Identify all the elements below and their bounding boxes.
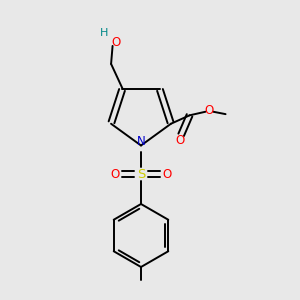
Text: O: O [175,134,184,147]
Text: S: S [137,167,145,181]
Text: O: O [204,104,214,117]
Text: N: N [136,135,146,148]
Text: O: O [110,167,119,181]
Text: O: O [163,167,172,181]
Text: O: O [112,36,121,49]
Text: H: H [99,28,108,38]
